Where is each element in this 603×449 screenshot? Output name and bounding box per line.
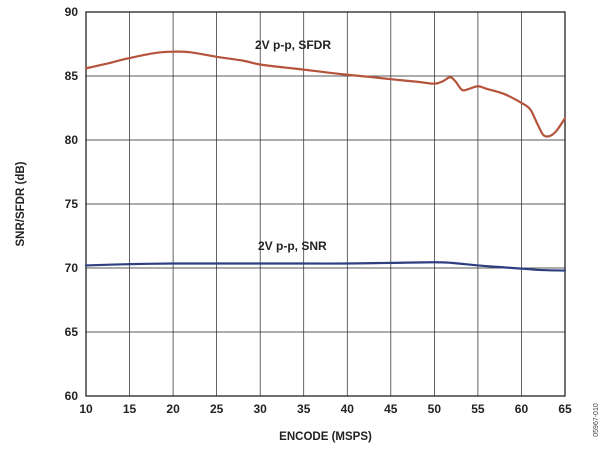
y-tick-labels: 60 65 70 75 80 85 90	[65, 5, 79, 403]
x-tick-label: 20	[166, 402, 180, 416]
y-tick-label: 65	[65, 325, 79, 339]
x-tick-label: 40	[341, 402, 355, 416]
figure-code: 05967-010	[593, 403, 600, 437]
x-tick-label: 55	[471, 402, 485, 416]
series-layer	[84, 50, 567, 272]
x-tick-label: 10	[79, 402, 93, 416]
snr-line	[84, 261, 567, 272]
y-tick-label: 70	[65, 261, 79, 275]
x-tick-label: 60	[515, 402, 529, 416]
x-tick-label: 15	[123, 402, 137, 416]
grid	[86, 12, 565, 396]
x-tick-label: 35	[297, 402, 311, 416]
y-tick-label: 85	[65, 69, 79, 83]
x-tick-label: 50	[428, 402, 442, 416]
y-tick-label: 75	[65, 197, 79, 211]
x-tick-label: 30	[254, 402, 268, 416]
x-tick-label: 25	[210, 402, 224, 416]
y-axis-title: SNR/SFDR (dB)	[15, 161, 27, 246]
y-tick-label: 60	[65, 389, 79, 403]
x-tick-label: 65	[558, 402, 572, 416]
plot-frame	[85, 11, 566, 397]
snr-series-label: 2V p-p, SNR	[258, 239, 327, 253]
y-tick-label: 80	[65, 133, 79, 147]
x-tick-labels: 10 15 20 25 30 35 40 45 50 55 60 65	[79, 402, 572, 416]
x-tick-label: 45	[384, 402, 398, 416]
x-axis-title: ENCODE (MSPS)	[279, 431, 372, 443]
sfdr-series-label: 2V p-p, SFDR	[255, 38, 331, 52]
y-tick-label: 90	[65, 5, 79, 19]
sfdr-line	[84, 50, 567, 138]
